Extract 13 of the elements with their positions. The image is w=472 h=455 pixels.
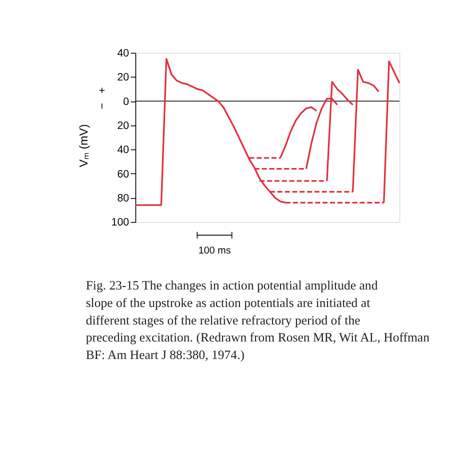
y-tick-label: 80 bbox=[117, 192, 130, 205]
y-tick-label: 40 bbox=[117, 48, 130, 60]
text: + bbox=[96, 87, 109, 94]
y-axis-title: Vₘ (mV) bbox=[78, 124, 90, 168]
text: − bbox=[96, 102, 109, 110]
y-tick-label: 20 bbox=[117, 120, 130, 132]
y-tick-label: 40 bbox=[117, 144, 130, 156]
y-tick-label: 100 bbox=[111, 216, 130, 229]
caption: Fig. 23-15 The changes in action potential amplitude and slope of the upstroke as action potentials are initiated at different stages of the relative refractory period of the preceding excitation. (Redrawn from Rosen MR, Wit AL, Hoffman BF: Am Heart J 88:380, 1974.) bbox=[86, 278, 430, 362]
y-tick-label: 0 bbox=[123, 96, 130, 108]
y-tick-label: 20 bbox=[117, 72, 130, 84]
text: 100 ms bbox=[198, 245, 231, 256]
y-tick-label: 60 bbox=[117, 168, 130, 180]
